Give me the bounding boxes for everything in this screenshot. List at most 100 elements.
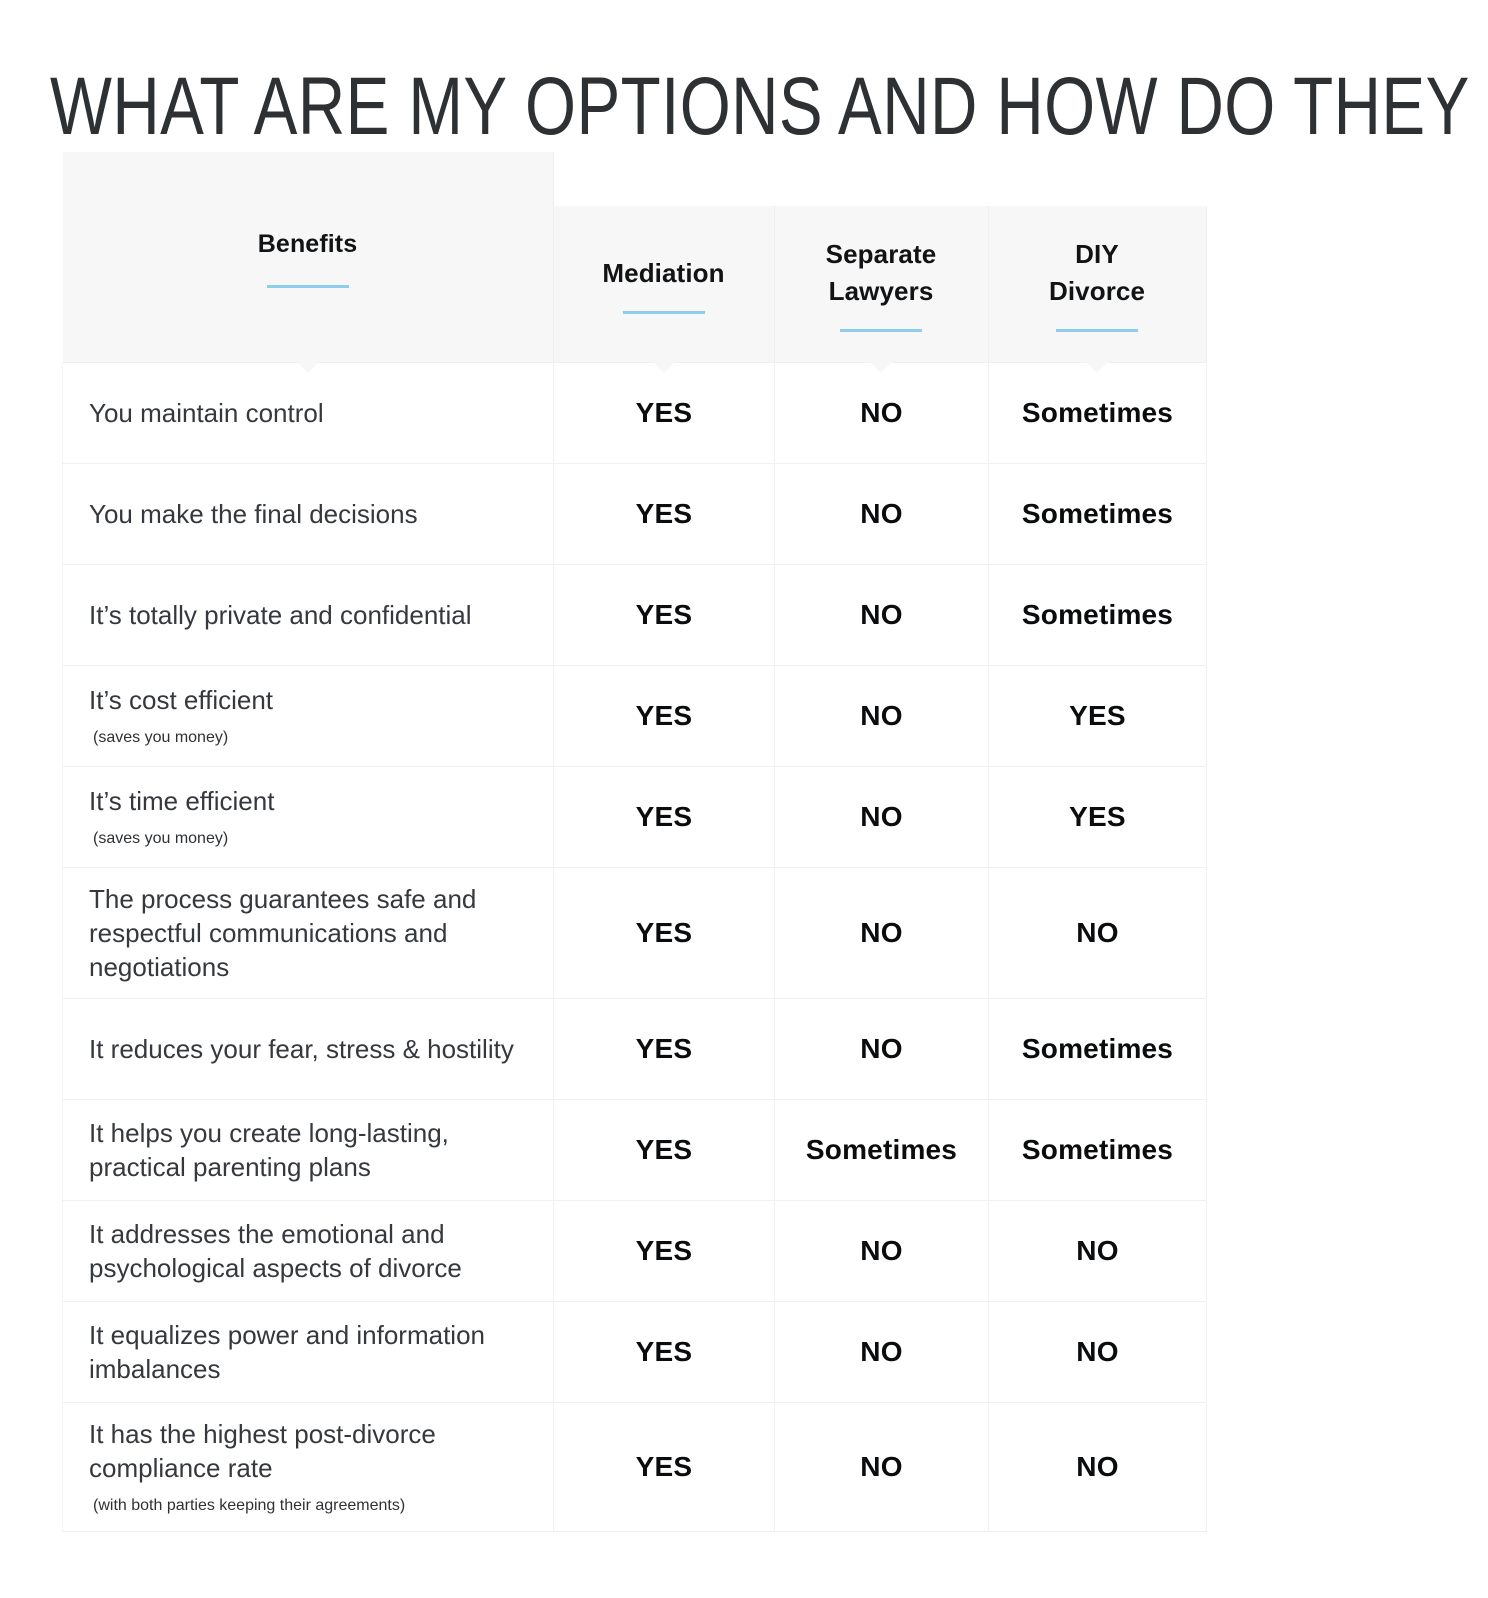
benefits-notch-icon [295,361,320,373]
value-text: NO [1076,917,1119,948]
value-cell-mediation: YES [553,1099,775,1201]
benefit-note: (with both parties keeping their agreeme… [93,1497,406,1514]
benefit-cell: It equalizes power and information imbal… [62,1301,554,1403]
mediation-notch-icon [651,361,676,373]
benefit-label: It equalizes power and information imbal… [89,1320,486,1384]
benefit-label: It has the highest post-divorce complian… [89,1419,436,1483]
column-header-mediation-label: Mediation [602,257,725,288]
value-cell-mediation: YES [553,564,775,666]
column-header-benefits-label: Benefits [257,230,358,258]
value-text: YES [635,1451,693,1482]
value-cell-separate-lawyers: NO [774,463,989,565]
table-row: You make the final decisions YES NO Sometim… [62,463,1207,565]
comparison-table: Benefits Mediation Separate Lawyers [62,152,1207,1532]
value-cell-mediation: YES [553,1301,775,1403]
benefit-label: You maintain control [89,398,324,428]
value-cell-separate-lawyers: NO [774,998,989,1100]
column-header-separate-lawyers: Separate Lawyers [774,152,989,373]
value-text: Sometimes [805,1134,958,1165]
benefits-accent-rule [266,285,349,288]
value-text: NO [860,1235,903,1266]
value-text: YES [635,599,693,630]
benefit-cell: It has the highest post-divorce complian… [62,1402,554,1532]
separate-lawyers-notch-icon [869,361,893,373]
value-text: YES [1069,801,1126,832]
table-row: The process guarantees safe and respectf… [62,867,1207,999]
value-text: YES [635,1033,693,1064]
value-text: NO [860,599,903,630]
value-cell-separate-lawyers: NO [774,766,989,868]
value-cell-diy-divorce: YES [988,766,1207,868]
value-cell-separate-lawyers: NO [774,665,989,767]
value-text: YES [635,1336,693,1367]
table-row: It helps you create long-lasting, practi… [62,1099,1207,1201]
value-cell-mediation: YES [553,463,775,565]
value-cell-diy-divorce: YES [988,665,1207,767]
separate-lawyers-accent-rule [840,329,922,332]
diy-divorce-accent-rule [1056,329,1138,332]
table-header: Benefits Mediation Separate Lawyers [62,152,1207,373]
benefit-label: It’s cost efficient [89,685,274,715]
table-row: It equalizes power and information imbal… [62,1301,1207,1403]
value-text: YES [1069,700,1126,731]
value-text: NO [860,498,903,529]
mediation-accent-rule [622,310,705,314]
table-body: You maintain control YES NO Sometimes You ma… [62,362,1207,1532]
value-text: Sometimes [1021,599,1174,630]
table-row: It’s time efficient (saves you money) YES N… [62,766,1207,868]
value-text: Sometimes [1021,1033,1174,1064]
table-row: It’s totally private and confidential YES… [62,564,1207,666]
value-cell-diy-divorce: Sometimes [988,1099,1207,1201]
benefit-cell: It addresses the emotional and psycholog… [62,1200,554,1302]
value-text: YES [635,801,693,832]
value-cell-diy-divorce: Sometimes [988,362,1207,464]
value-text: Sometimes [1021,498,1174,529]
value-text: YES [635,397,693,428]
value-text: NO [1076,1451,1119,1482]
benefit-label: You make the final decisions [89,499,418,529]
value-text: YES [635,498,693,529]
value-text: YES [635,1134,693,1165]
value-cell-mediation: YES [553,867,775,999]
benefit-cell: It helps you create long-lasting, practi… [62,1099,554,1201]
value-text: NO [860,1451,903,1482]
value-cell-separate-lawyers: NO [774,564,989,666]
column-header-mediation: Mediation [553,152,775,373]
benefit-cell: It’s totally private and confidential [62,564,554,666]
benefit-cell: You maintain control [62,362,554,464]
table-row: It’s cost efficient (saves you money) YES N… [62,665,1207,767]
value-cell-diy-divorce: NO [988,1301,1207,1403]
value-cell-mediation: YES [553,362,775,464]
value-text: NO [860,801,903,832]
value-cell-separate-lawyers: Sometimes [774,1099,989,1201]
benefit-cell: You make the final decisions [62,463,554,565]
value-cell-diy-divorce: Sometimes [988,998,1207,1100]
value-text: NO [860,1033,903,1064]
value-cell-separate-lawyers: NO [774,362,989,464]
benefit-cell: It reduces your fear, stress & hostility [62,998,554,1100]
diy-divorce-notch-icon [1085,361,1109,373]
column-header-separate-lawyers-label: Separate Lawyers [825,239,937,306]
value-cell-mediation: YES [553,1402,775,1532]
benefit-cell: It’s cost efficient (saves you money) [62,665,554,767]
benefit-note: (saves you money) [93,830,229,847]
benefit-label: It’s totally private and confidential [89,600,472,630]
column-header-benefits: Benefits [62,152,554,373]
column-header-diy-divorce: DIY Divorce [988,152,1207,373]
value-cell-diy-divorce: Sometimes [988,463,1207,565]
table-row: It addresses the emotional and psycholog… [62,1200,1207,1302]
benefit-cell: The process guarantees safe and respectf… [62,867,554,999]
value-cell-mediation: YES [553,998,775,1100]
benefit-label: It reduces your fear, stress & hostility [89,1034,514,1064]
value-cell-separate-lawyers: NO [774,867,989,999]
value-text: YES [635,917,693,948]
value-text: NO [1076,1336,1119,1367]
column-header-diy-divorce-label: DIY Divorce [1048,239,1146,306]
value-cell-separate-lawyers: NO [774,1200,989,1302]
value-text: NO [860,1336,903,1367]
benefit-label: The process guarantees safe and respectf… [89,884,477,982]
value-text: YES [635,700,693,731]
table-row: It reduces your fear, stress & hostility… [62,998,1207,1100]
value-cell-mediation: YES [553,665,775,767]
value-text: NO [1076,1235,1119,1266]
